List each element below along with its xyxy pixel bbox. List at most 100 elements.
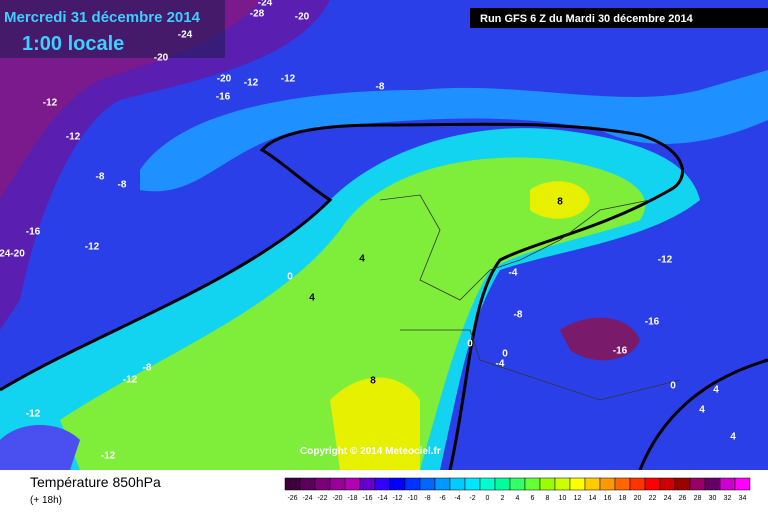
- scale-swatch: [539, 477, 556, 491]
- contour-label: -12: [26, 409, 41, 420]
- scale-swatch: [329, 477, 346, 491]
- scale-label: 2: [501, 495, 505, 502]
- scale-swatch: [644, 477, 661, 491]
- scale-swatch: [554, 477, 571, 491]
- footer: [0, 470, 768, 512]
- scale-label: 22: [649, 495, 657, 502]
- coastline: [379, 194, 681, 401]
- contour-label: -8: [143, 363, 152, 374]
- scale-swatch: [719, 477, 736, 491]
- contour-label: 0: [467, 339, 473, 350]
- scale-label: -26: [287, 495, 297, 502]
- scale-swatch: [374, 477, 391, 491]
- contour-label: -12: [85, 242, 100, 253]
- contour-labels: -24-28 -20-24-20-20 -12 -12-16-8-12-12-8-8-…: [0, 0, 736, 462]
- title-box: [0, 0, 225, 58]
- contour-label: -12: [43, 98, 58, 109]
- scale-label: 24: [664, 495, 672, 502]
- scale-label: -18: [347, 495, 357, 502]
- scale-label: 10: [559, 495, 567, 502]
- zero-isotherm: [638, 358, 768, 471]
- contour-label: -12: [281, 74, 296, 85]
- scale-swatch: [494, 477, 511, 491]
- scale-label: 32: [724, 495, 732, 502]
- scale-label: 8: [546, 495, 550, 502]
- map: Mercredi 31 décembre 2014 1:00 locale Ru…: [0, 0, 768, 471]
- run-box: [470, 8, 768, 28]
- scale-swatch: [464, 477, 481, 491]
- contour-label: -28: [250, 9, 265, 20]
- scale-label: 12: [574, 495, 582, 502]
- contour-label: -4: [496, 359, 505, 370]
- scale-swatch: [659, 477, 676, 491]
- scale-label: 20: [634, 495, 642, 502]
- scale-swatch: [419, 477, 436, 491]
- contour-label: 8: [557, 197, 563, 208]
- footer-lead: (+ 18h): [30, 495, 62, 506]
- scale-swatch: [629, 477, 646, 491]
- scale-label: 28: [694, 495, 702, 502]
- scale-label: 18: [619, 495, 627, 502]
- scale-swatch: [344, 477, 361, 491]
- warm-core: [530, 181, 590, 219]
- scale-label: 26: [679, 495, 687, 502]
- contour-label: 4: [699, 405, 705, 416]
- scale-swatch: [284, 477, 301, 491]
- scale-label: -6: [439, 495, 445, 502]
- scale-label: -2: [469, 495, 475, 502]
- scale-swatch: [584, 477, 601, 491]
- scale-label: -20: [332, 495, 342, 502]
- map-date: Mercredi 31 décembre 2014: [4, 9, 201, 26]
- scale-label: -12: [392, 495, 402, 502]
- contour-label: -12: [101, 451, 116, 462]
- scale-label: -16: [362, 495, 372, 502]
- scale-label: -10: [407, 495, 417, 502]
- warm-core: [330, 377, 420, 470]
- scale-swatch: [674, 477, 691, 491]
- contour-label: -12: [66, 132, 81, 143]
- contour-label: -20: [154, 53, 169, 64]
- cold-core: [560, 317, 640, 361]
- scale-swatch: [389, 477, 406, 491]
- contour-label: -16: [645, 317, 660, 328]
- contour-label: -24: [258, 0, 273, 9]
- contour-label: -16: [26, 227, 41, 238]
- scale-label: -14: [377, 495, 387, 502]
- scale-label: 34: [739, 495, 747, 502]
- contour-label: 4: [359, 254, 365, 265]
- scale-label: -22: [317, 495, 327, 502]
- contour-label: -16: [613, 346, 628, 357]
- contour-label: 0: [502, 349, 508, 360]
- map-time: 1:00 locale: [22, 33, 124, 55]
- contour-label: -20: [295, 12, 310, 23]
- contour-label: -12: [244, 78, 259, 89]
- scale-swatch: [404, 477, 421, 491]
- contour-label: -8: [96, 172, 105, 183]
- scale-label: 6: [531, 495, 535, 502]
- scale-swatch: [449, 477, 466, 491]
- contour-label: -16: [216, 92, 231, 103]
- scale-swatch: [599, 477, 616, 491]
- scale-swatch: [359, 477, 376, 491]
- scale-label: -4: [454, 495, 460, 502]
- scale-swatch: [734, 477, 751, 491]
- contour-label: -20: [217, 74, 232, 85]
- footer-title: Température 850hPa: [30, 474, 161, 490]
- scale-label: 4: [516, 495, 520, 502]
- contour-label: 4: [309, 293, 315, 304]
- contour-label: 4: [730, 432, 736, 443]
- copyright: Copyright © 2014 Meteociel.fr: [300, 446, 441, 457]
- contour-label: -24: [178, 30, 193, 41]
- scale-label: -24: [302, 495, 312, 502]
- scale-swatch: [704, 477, 721, 491]
- scale-label: 16: [604, 495, 612, 502]
- scale-swatch: [689, 477, 706, 491]
- cool-band: [140, 70, 768, 192]
- scale-swatch: [509, 477, 526, 491]
- run-info: Run GFS 6 Z du Mardi 30 décembre 2014: [480, 13, 694, 25]
- contour-label: -12: [123, 375, 138, 386]
- scale-label: 0: [486, 495, 490, 502]
- color-scale: -26 -24 -22 -20 -18 -16 -14 -12 -10 -8 -6 -4 -2 0 2 4 6 8…: [284, 477, 751, 502]
- contour-label: 0: [670, 381, 676, 392]
